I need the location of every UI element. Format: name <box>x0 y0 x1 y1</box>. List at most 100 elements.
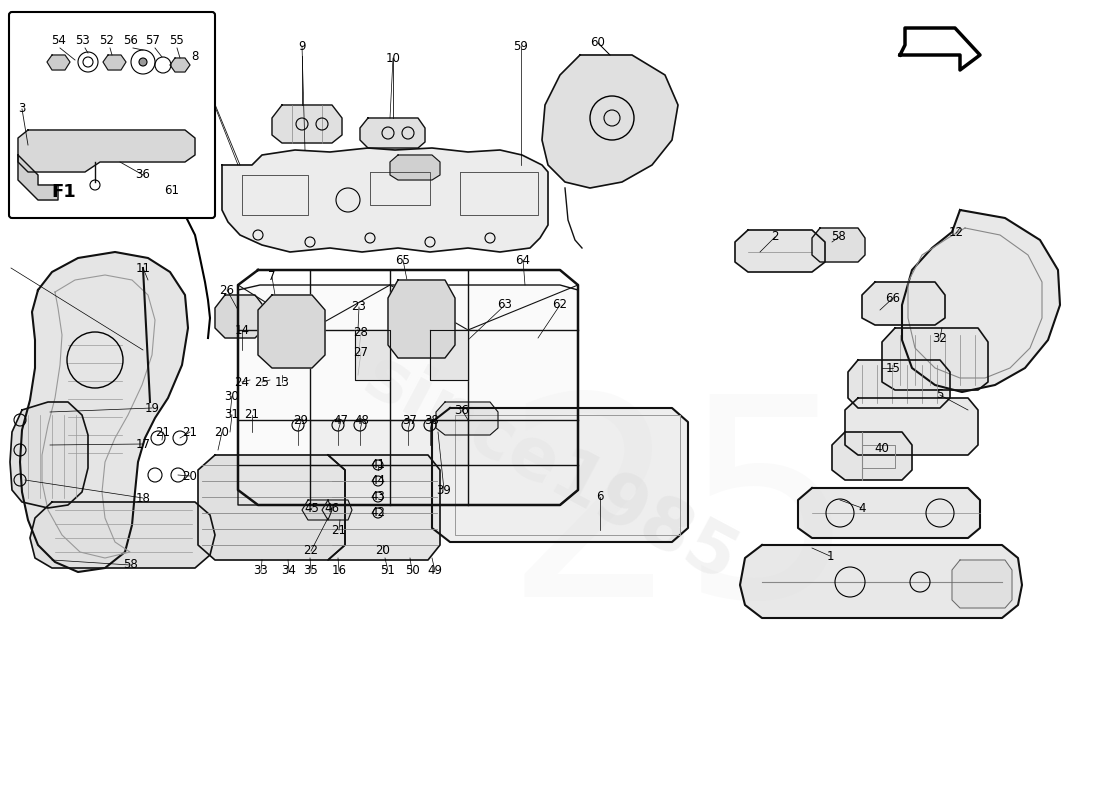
Polygon shape <box>848 360 950 408</box>
Polygon shape <box>322 500 352 520</box>
Text: 38: 38 <box>425 414 439 427</box>
Polygon shape <box>238 285 578 505</box>
Text: 7: 7 <box>268 270 276 283</box>
Text: 49: 49 <box>428 565 442 578</box>
Polygon shape <box>900 28 980 70</box>
Polygon shape <box>740 545 1022 618</box>
Text: 36: 36 <box>454 403 470 417</box>
Text: 25: 25 <box>504 385 857 655</box>
Text: 3: 3 <box>19 102 25 115</box>
Text: 53: 53 <box>76 34 90 47</box>
Polygon shape <box>18 130 195 172</box>
Text: 61: 61 <box>165 185 179 198</box>
Text: 60: 60 <box>591 37 605 50</box>
Text: 20: 20 <box>375 545 390 558</box>
Text: 58: 58 <box>122 558 138 571</box>
Text: 62: 62 <box>552 298 568 311</box>
Text: 21: 21 <box>155 426 170 438</box>
Text: 55: 55 <box>169 34 185 47</box>
Text: 21: 21 <box>183 426 198 438</box>
Text: 64: 64 <box>516 254 530 266</box>
Text: 8: 8 <box>191 50 199 62</box>
Polygon shape <box>170 58 190 72</box>
Text: 21: 21 <box>244 409 260 422</box>
Text: 40: 40 <box>874 442 890 454</box>
Text: 17: 17 <box>135 438 151 450</box>
Polygon shape <box>272 105 342 143</box>
Text: 32: 32 <box>933 331 947 345</box>
Polygon shape <box>222 148 548 252</box>
Text: 20: 20 <box>214 426 230 438</box>
Text: 29: 29 <box>294 414 308 427</box>
Text: 14: 14 <box>234 323 250 337</box>
Text: 58: 58 <box>832 230 846 243</box>
Text: 5: 5 <box>936 389 944 402</box>
Text: 59: 59 <box>514 39 528 53</box>
Text: 15: 15 <box>886 362 901 374</box>
Text: 36: 36 <box>135 169 151 182</box>
Text: 56: 56 <box>123 34 139 47</box>
Polygon shape <box>430 330 468 380</box>
Polygon shape <box>47 55 70 70</box>
Text: 18: 18 <box>135 491 151 505</box>
Text: 22: 22 <box>304 545 319 558</box>
Polygon shape <box>798 488 980 538</box>
FancyBboxPatch shape <box>9 12 214 218</box>
Polygon shape <box>952 560 1012 608</box>
Polygon shape <box>882 328 988 390</box>
Polygon shape <box>18 155 58 200</box>
Text: 23: 23 <box>352 301 366 314</box>
Text: 28: 28 <box>353 326 369 339</box>
Polygon shape <box>845 398 978 455</box>
Text: 44: 44 <box>371 474 385 487</box>
Polygon shape <box>328 455 440 560</box>
Text: 33: 33 <box>254 565 268 578</box>
Text: 12: 12 <box>948 226 964 239</box>
Text: 66: 66 <box>886 291 901 305</box>
Text: 4: 4 <box>858 502 866 514</box>
Text: 34: 34 <box>282 565 296 578</box>
Text: 6: 6 <box>596 490 604 503</box>
Polygon shape <box>436 402 498 435</box>
Polygon shape <box>310 420 468 465</box>
Text: 57: 57 <box>145 34 161 47</box>
Text: 1: 1 <box>826 550 834 562</box>
Polygon shape <box>214 295 265 338</box>
Text: F1: F1 <box>52 183 76 201</box>
Text: 31: 31 <box>224 409 240 422</box>
Text: 11: 11 <box>135 262 151 274</box>
Text: 16: 16 <box>331 565 346 578</box>
Text: since1985: since1985 <box>352 342 748 598</box>
Text: 9: 9 <box>298 39 306 53</box>
Text: 35: 35 <box>304 565 318 578</box>
Text: 43: 43 <box>371 490 385 503</box>
Text: 37: 37 <box>403 414 417 427</box>
Polygon shape <box>258 295 324 368</box>
Text: 65: 65 <box>396 254 410 266</box>
Text: 21: 21 <box>331 523 346 537</box>
Text: 51: 51 <box>381 565 395 578</box>
Text: 10: 10 <box>386 51 400 65</box>
Text: 54: 54 <box>52 34 66 47</box>
Polygon shape <box>812 228 865 262</box>
Polygon shape <box>862 282 945 325</box>
Circle shape <box>139 58 147 66</box>
Polygon shape <box>542 55 678 188</box>
Polygon shape <box>388 280 455 358</box>
Text: 19: 19 <box>144 402 159 414</box>
Polygon shape <box>832 432 912 480</box>
Text: 50: 50 <box>405 565 419 578</box>
Text: 24: 24 <box>234 375 250 389</box>
Polygon shape <box>390 155 440 180</box>
Text: 30: 30 <box>224 390 240 402</box>
Text: 25: 25 <box>254 375 270 389</box>
Text: 20: 20 <box>183 470 197 482</box>
Text: 27: 27 <box>353 346 369 358</box>
Text: 48: 48 <box>354 414 370 427</box>
Text: 45: 45 <box>305 502 319 514</box>
Polygon shape <box>302 500 332 520</box>
Polygon shape <box>432 408 688 542</box>
Text: 52: 52 <box>100 34 114 47</box>
Text: 2: 2 <box>771 230 779 243</box>
Polygon shape <box>10 402 88 508</box>
